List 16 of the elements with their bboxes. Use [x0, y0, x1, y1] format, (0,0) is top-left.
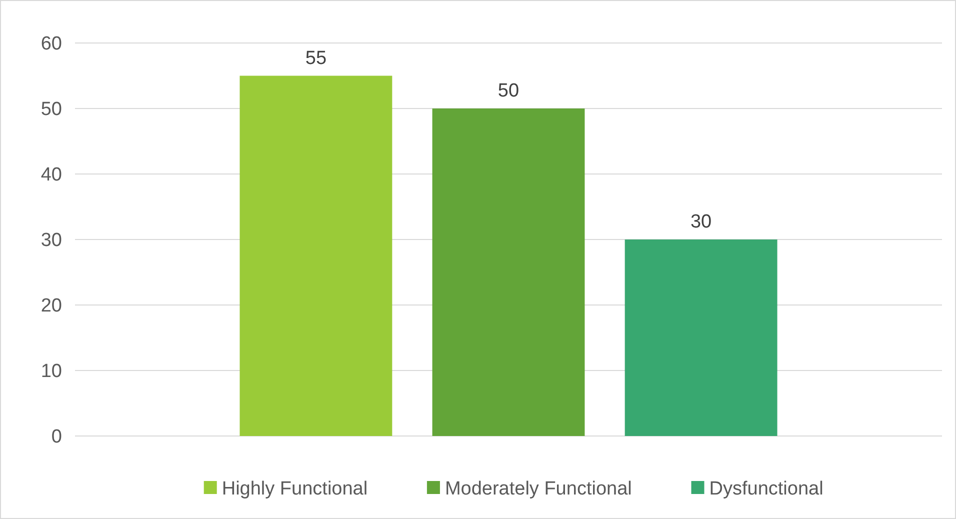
data-label: 50 [498, 80, 520, 102]
y-tick-label: 20 [40, 296, 62, 317]
y-tick-label: 10 [40, 361, 62, 382]
y-tick-label: 0 [51, 426, 62, 448]
data-label: 55 [305, 48, 327, 69]
legend-label: Moderately Functional [444, 478, 632, 500]
y-tick-label: 60 [40, 34, 62, 55]
y-tick-label: 50 [40, 99, 62, 120]
legend-label: Highly Functional [222, 478, 368, 500]
data-label: 30 [690, 212, 712, 232]
bar [432, 108, 585, 436]
legend-label: Dysfunctional [709, 478, 824, 500]
y-tick-label: 40 [40, 164, 62, 186]
bar [240, 76, 392, 436]
y-tick-label: 30 [40, 230, 62, 252]
bar [624, 240, 778, 436]
